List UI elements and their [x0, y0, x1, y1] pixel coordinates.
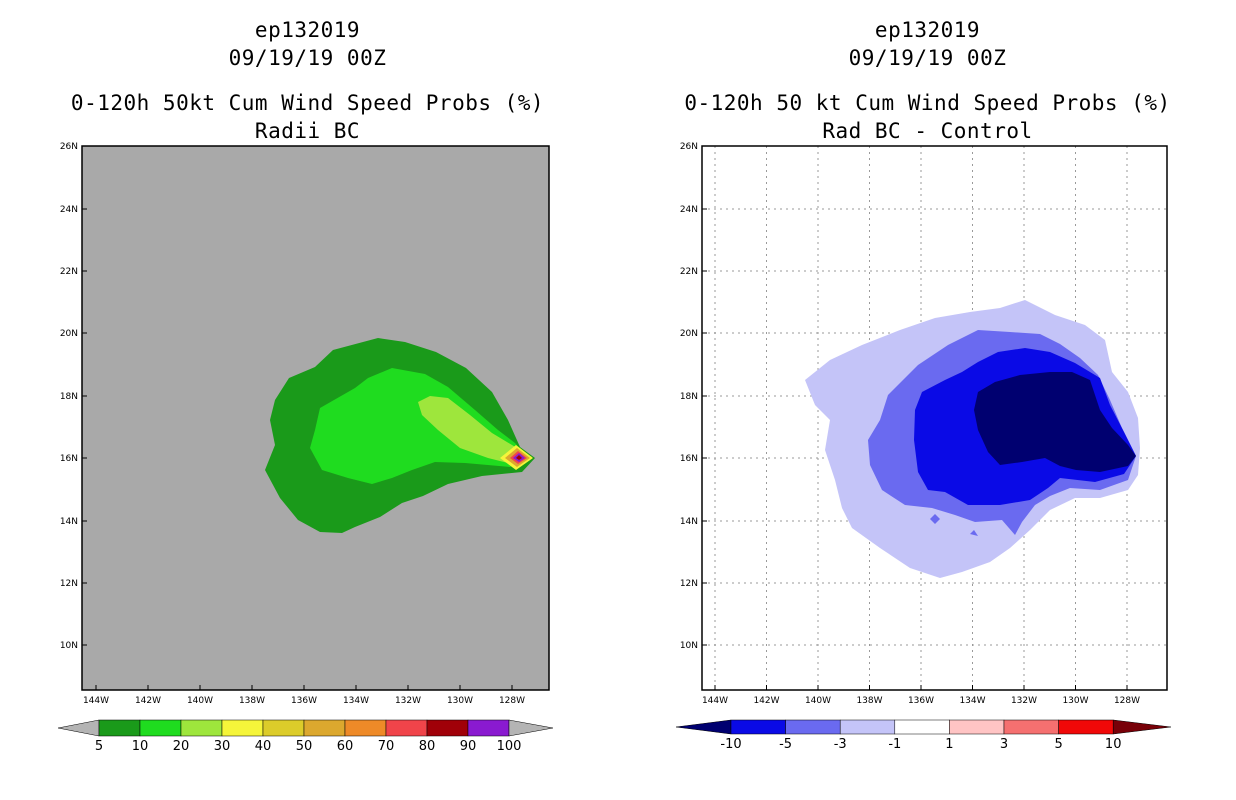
left-lat-label: 24N [60, 205, 78, 215]
right-lon-label: 142W [753, 696, 779, 706]
right-colorbar-low-extend [675, 719, 732, 735]
prob-contour-20 [418, 396, 532, 465]
right-lat-label: 22N [680, 267, 698, 277]
left-colorbar-low-extend [57, 719, 100, 737]
left-colorbar-label: 40 [255, 739, 272, 754]
right-lon-label: 144W [702, 696, 728, 706]
left-colorbar-label: 30 [214, 739, 231, 754]
left-lon-label: 142W [135, 696, 161, 706]
left-lon-label: 136W [291, 696, 317, 706]
right-lon-label: 132W [1011, 696, 1037, 706]
right-colorbar-label: 1 [945, 737, 953, 752]
left-lat-label: 14N [60, 517, 78, 527]
right-lat-label: 16N [680, 454, 698, 464]
left-colorbar: 5 10 20 30 40 50 60 70 80 90 100 [57, 719, 554, 754]
diff-speck-1 [930, 514, 940, 524]
right-datetime: 09/19/19 00Z [848, 46, 1007, 70]
right-subtitle: Rad BC - Control [822, 119, 1033, 143]
left-colorbar-swatch [98, 719, 141, 737]
left-colorbar-swatch [262, 719, 305, 737]
right-colorbar-swatch [1058, 719, 1114, 735]
left-colorbar-label: 60 [337, 739, 354, 754]
right-lat-label: 18N [680, 392, 698, 402]
left-colorbar-label: 100 [497, 739, 522, 754]
diff-speck-2 [970, 530, 978, 536]
right-lat-label: 14N [680, 517, 698, 527]
right-colorbar-label: -10 [720, 737, 741, 752]
left-subtitle: Radii BC [254, 119, 361, 143]
left-lon-label: 138W [239, 696, 265, 706]
left-colorbar-label: 90 [460, 739, 477, 754]
left-lon-label: 140W [187, 696, 213, 706]
left-colorbar-swatch [221, 719, 264, 737]
left-lat-label: 20N [60, 329, 78, 339]
left-colorbar-swatch [467, 719, 510, 737]
left-colorbar-swatch [385, 719, 428, 737]
right-colorbar-label: -3 [834, 737, 847, 752]
right-storm-id: ep132019 [874, 18, 981, 42]
left-lon-label: 130W [447, 696, 473, 706]
left-lat-label: 18N [60, 392, 78, 402]
left-lat-label: 12N [60, 579, 78, 589]
right-colorbar-swatch [1003, 719, 1059, 735]
left-datetime: 09/19/19 00Z [228, 46, 387, 70]
right-colorbar-label: 3 [1000, 737, 1008, 752]
right-colorbar-label: -5 [779, 737, 792, 752]
right-colorbar-swatch [839, 719, 896, 735]
left-lon-label: 134W [343, 696, 369, 706]
right-colorbar-high-extend [1112, 719, 1172, 735]
diff-contour-minus10 [974, 372, 1136, 472]
right-colorbar-swatch [730, 719, 786, 735]
right-map: 26N 24N 22N 20N 18N 16N 14N 12N 10N 144W 142W 140W 1… [680, 142, 1168, 706]
prob-contour-max [516, 455, 522, 460]
right-lat-label: 12N [680, 579, 698, 589]
left-colorbar-swatch [426, 719, 469, 737]
right-title: 0-120h 50 kt Cum Wind Speed Probs (%) [684, 91, 1171, 115]
left-colorbar-label: 50 [296, 739, 313, 754]
right-colorbar-label: 10 [1105, 737, 1122, 752]
right-lat-label: 24N [680, 205, 698, 215]
left-lon-label: 132W [395, 696, 421, 706]
left-colorbar-label: 5 [95, 739, 103, 754]
right-lat-label: 26N [680, 142, 698, 152]
right-lon-label: 140W [805, 696, 831, 706]
right-colorbar-swatch [894, 719, 950, 735]
right-lon-label: 134W [959, 696, 985, 706]
left-colorbar-swatch [303, 719, 346, 737]
right-colorbar-label: 5 [1054, 737, 1062, 752]
right-colorbar-label: -1 [888, 737, 901, 752]
left-colorbar-swatch [139, 719, 182, 737]
left-colorbar-label: 20 [173, 739, 190, 754]
left-colorbar-label: 80 [419, 739, 436, 754]
right-lon-label: 136W [908, 696, 934, 706]
left-map-frame [81, 145, 550, 691]
right-map-frame [701, 145, 1168, 691]
right-lat-label: 10N [680, 641, 698, 651]
right-lon-label: 130W [1062, 696, 1088, 706]
right-lat-label: 20N [680, 329, 698, 339]
left-colorbar-label: 10 [132, 739, 149, 754]
left-colorbar-swatch [180, 719, 223, 737]
right-lon-label: 128W [1114, 696, 1140, 706]
left-colorbar-label: 70 [378, 739, 395, 754]
left-title: 0-120h 50kt Cum Wind Speed Probs (%) [70, 91, 545, 115]
left-lat-label: 10N [60, 641, 78, 651]
right-lon-label: 138W [856, 696, 882, 706]
left-colorbar-high-extend [508, 719, 554, 737]
left-axis-ticks: 26N 24N 22N 20N 18N 16N 14N 12N 10N 144W 142W 140W 1… [60, 142, 525, 706]
left-lat-label: 26N [60, 142, 78, 152]
left-storm-id: ep132019 [254, 18, 361, 42]
prob-contour-10 [310, 368, 528, 484]
left-lat-label: 16N [60, 454, 78, 464]
right-axis-ticks: 26N 24N 22N 20N 18N 16N 14N 12N 10N 144W 142W 140W 1… [680, 142, 1140, 706]
right-colorbar-swatch [785, 719, 841, 735]
left-lon-label: 144W [83, 696, 109, 706]
left-lat-label: 22N [60, 267, 78, 277]
right-colorbar: -10 -5 -3 -1 1 3 5 10 [675, 719, 1172, 752]
right-colorbar-swatch [949, 719, 1005, 735]
left-map: 26N 24N 22N 20N 18N 16N 14N 12N 10N 144W 142W 140W 1… [60, 142, 550, 706]
left-colorbar-swatch [344, 719, 387, 737]
left-lon-label: 128W [499, 696, 525, 706]
